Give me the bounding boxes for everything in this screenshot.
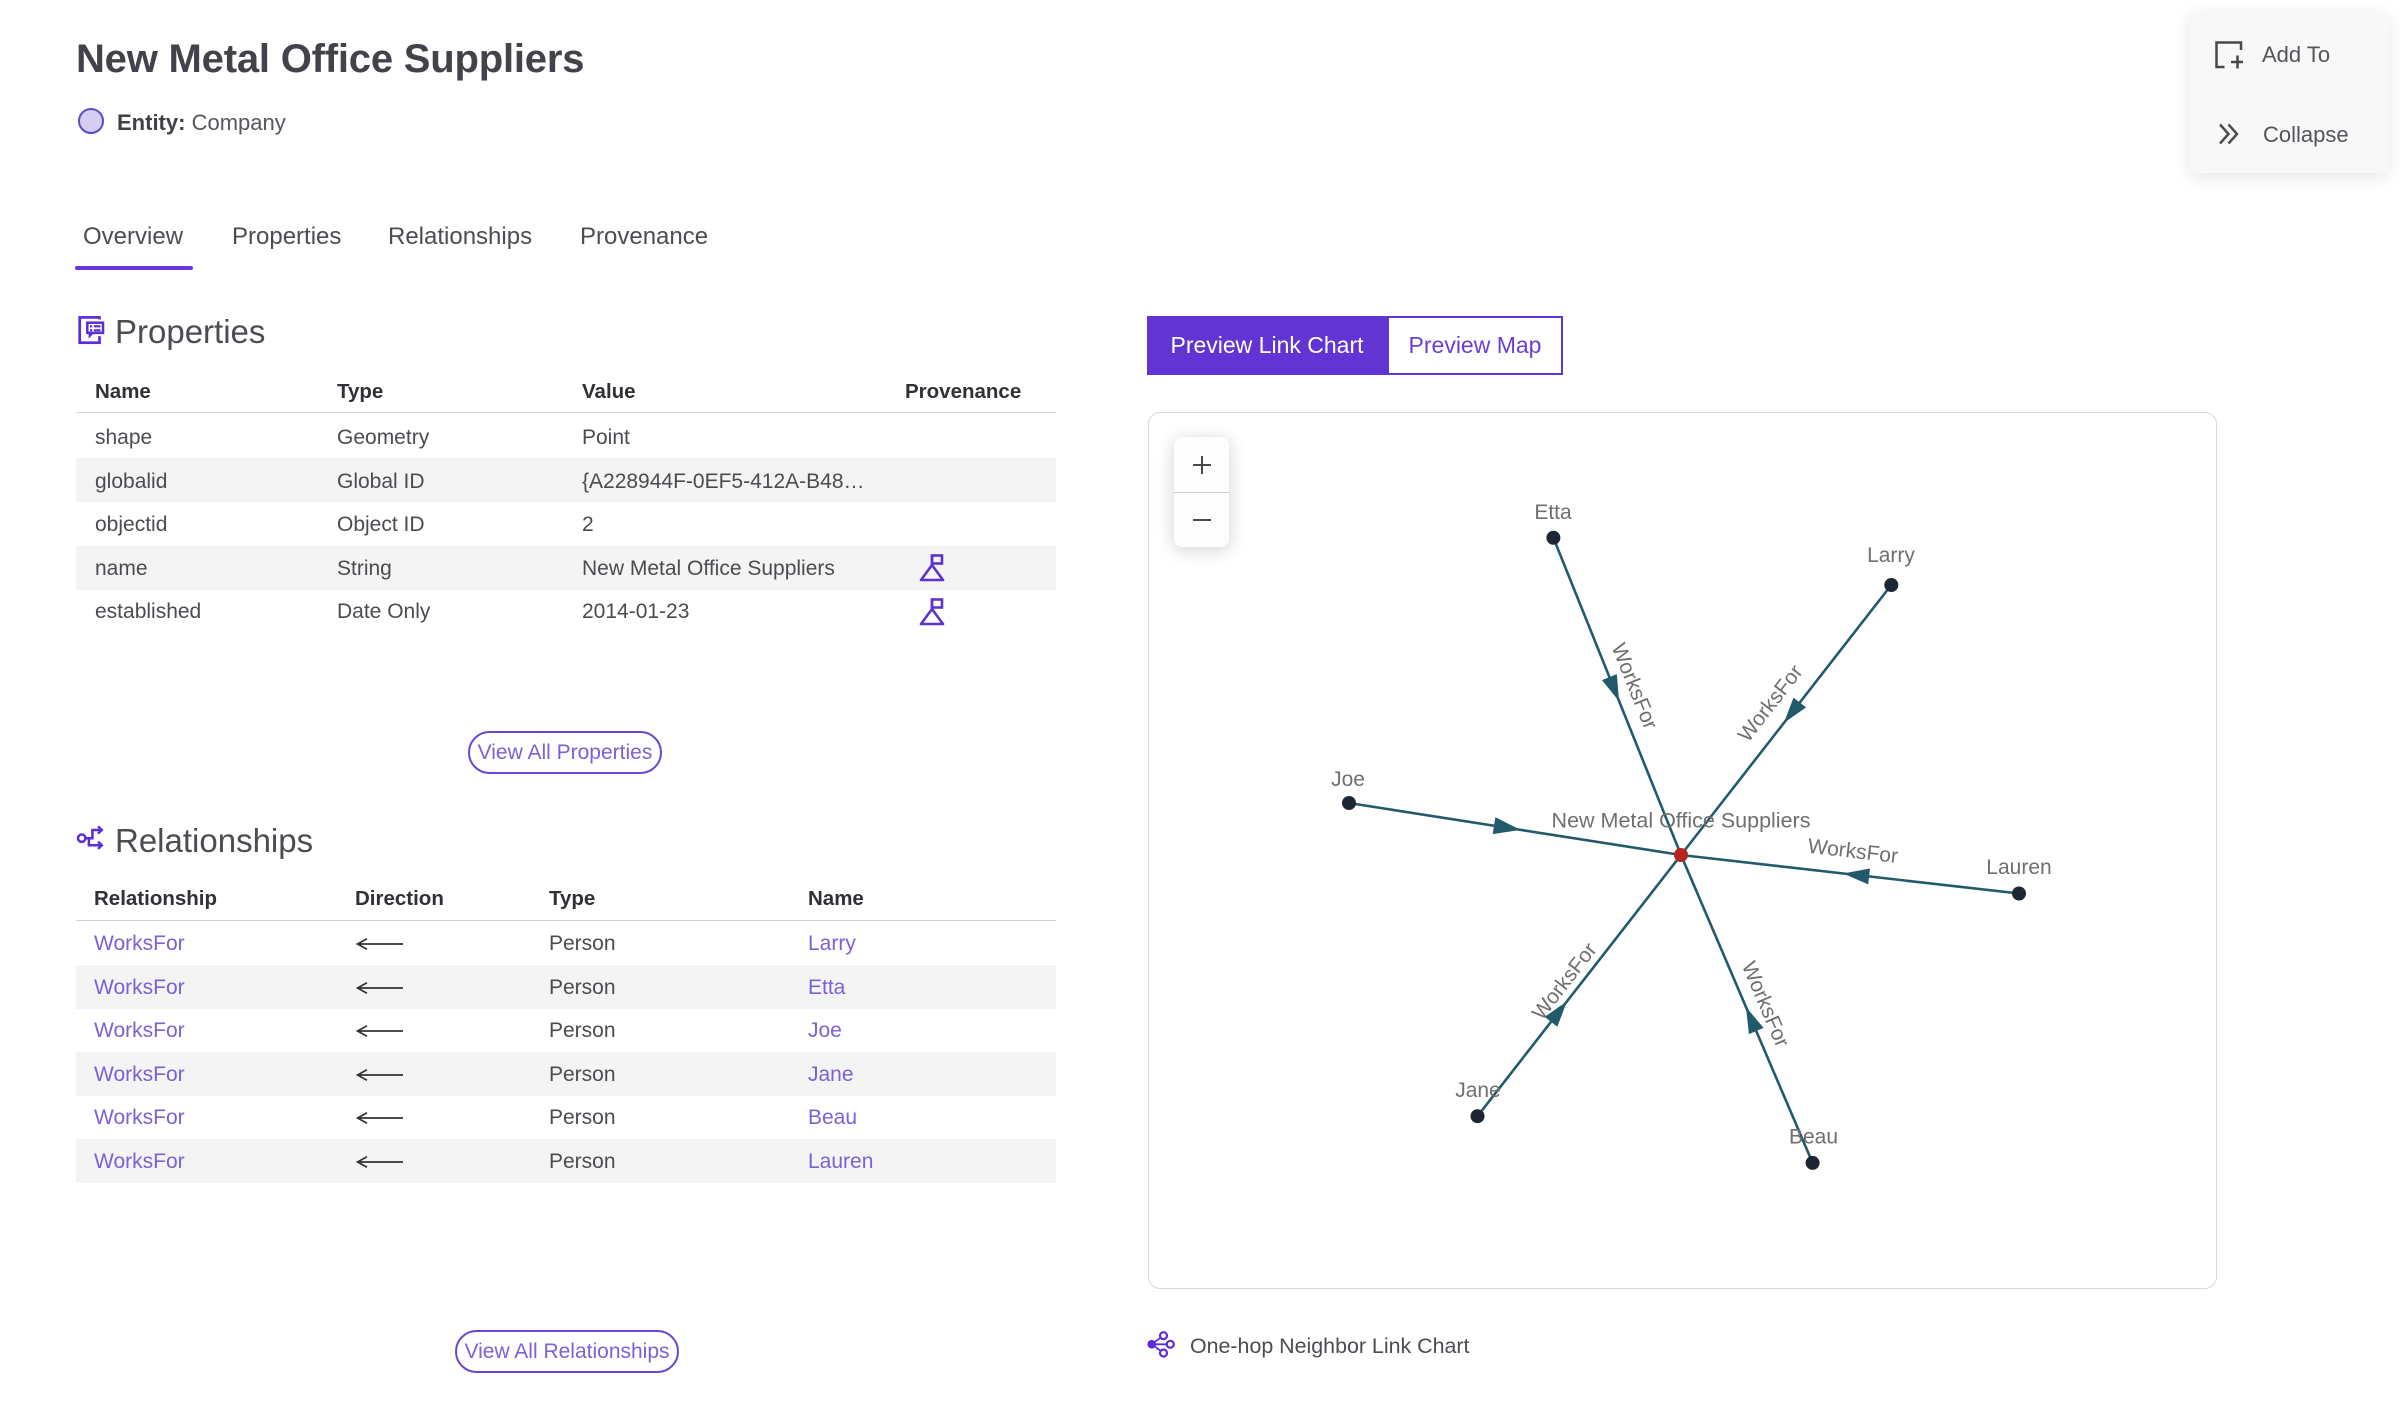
svg-text:Jane: Jane [1455,1079,1501,1102]
svg-text:WorksFor: WorksFor [1528,939,1602,1025]
svg-text:Joe: Joe [1331,768,1365,791]
svg-text:Larry: Larry [1867,544,1915,567]
svg-text:New Metal Office Suppliers: New Metal Office Suppliers [1552,809,1811,833]
svg-text:WorksFor: WorksFor [1807,835,1900,868]
svg-text:Etta: Etta [1534,501,1572,524]
svg-text:Beau: Beau [1789,1126,1838,1149]
svg-text:Lauren: Lauren [1986,856,2051,879]
